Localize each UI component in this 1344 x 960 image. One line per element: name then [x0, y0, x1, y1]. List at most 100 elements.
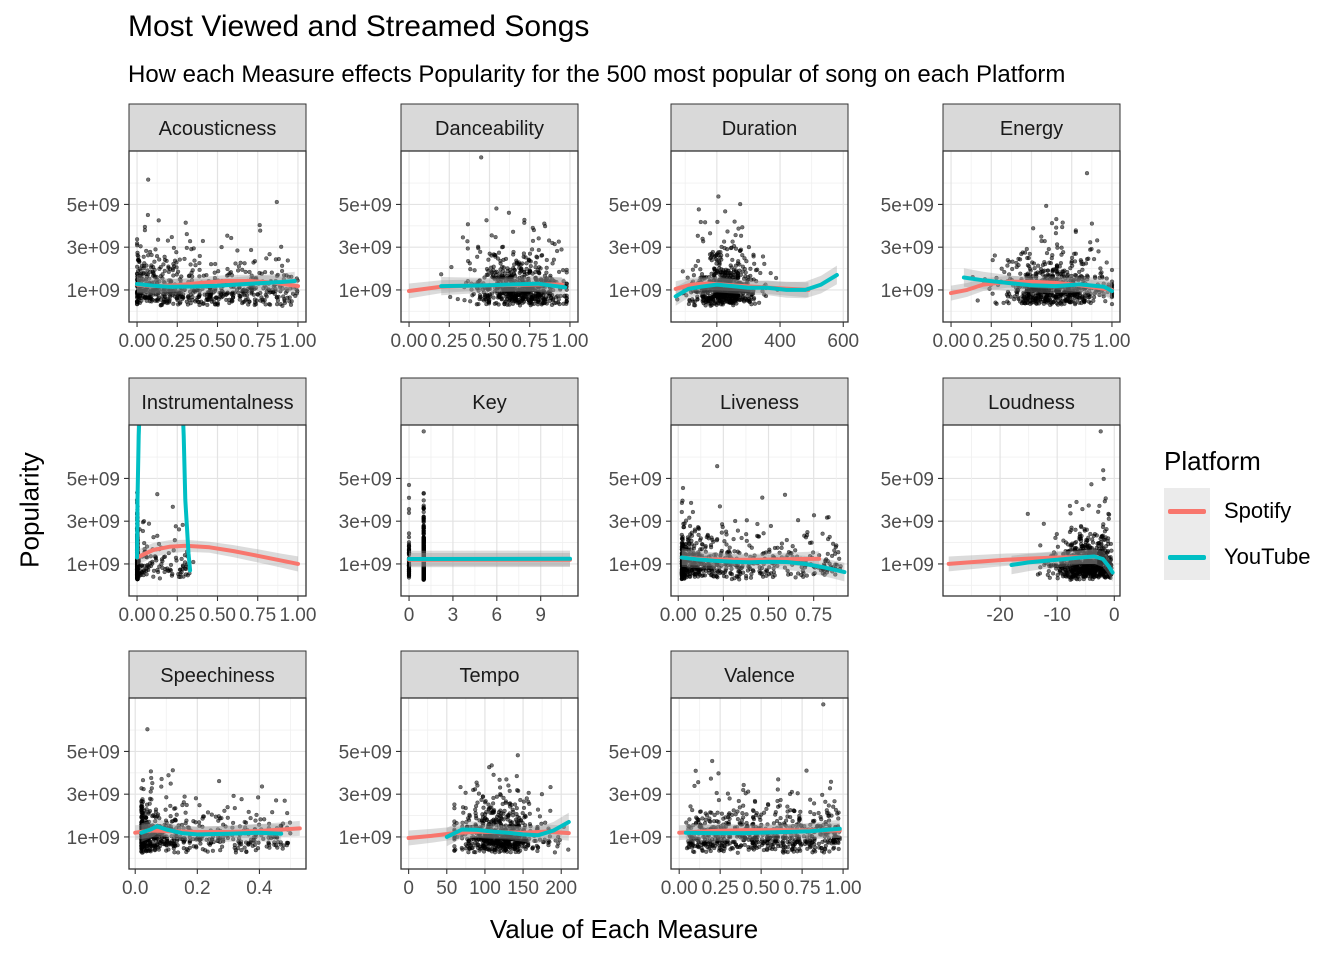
data-point [740, 253, 745, 258]
data-point [1092, 274, 1098, 279]
data-point [476, 246, 481, 251]
data-point [139, 569, 145, 575]
facet-strip-label: Danceability [435, 118, 544, 140]
data-point [703, 300, 708, 305]
data-point [280, 268, 285, 274]
data-point [739, 535, 744, 541]
data-point [1084, 171, 1090, 176]
data-point [759, 572, 765, 577]
data-point [514, 289, 519, 294]
data-point [147, 276, 152, 281]
data-point [421, 429, 426, 434]
data-point [830, 541, 836, 546]
data-point [421, 568, 426, 573]
data-point [1050, 268, 1055, 273]
data-point [421, 498, 426, 503]
data-point [155, 297, 160, 302]
data-point [689, 568, 694, 574]
data-point [1016, 297, 1021, 302]
data-point [718, 273, 723, 278]
data-point [1037, 290, 1042, 295]
data-point [517, 265, 522, 271]
data-point [544, 265, 549, 270]
data-point [421, 509, 426, 515]
data-point [679, 500, 684, 505]
data-point [699, 293, 705, 298]
data-point [235, 248, 240, 253]
data-point [289, 299, 294, 304]
data-point [1088, 531, 1093, 537]
data-point [681, 525, 686, 530]
data-point [1054, 225, 1059, 230]
data-point [234, 287, 240, 292]
data-point [708, 299, 713, 304]
data-point [528, 264, 533, 269]
data-point [178, 567, 183, 572]
data-point [1042, 239, 1047, 244]
data-point [1001, 300, 1006, 305]
data-point [225, 290, 230, 295]
data-point [145, 564, 150, 569]
data-point [249, 247, 254, 253]
data-point [554, 248, 560, 254]
data-point [1014, 264, 1019, 270]
data-point [552, 242, 557, 247]
data-point [197, 274, 202, 279]
data-point [146, 177, 151, 182]
data-point [462, 298, 467, 303]
x-tick-label: 1.00 [1093, 331, 1130, 352]
data-point [157, 279, 162, 284]
data-point [216, 269, 221, 274]
data-point [749, 292, 754, 297]
data-point [687, 541, 692, 546]
data-point [825, 551, 830, 556]
data-point [190, 268, 195, 273]
data-point [1049, 221, 1055, 226]
data-point [478, 294, 483, 299]
data-point [160, 272, 165, 277]
data-point [692, 303, 698, 308]
data-point [1072, 293, 1077, 299]
data-point [486, 299, 491, 305]
data-point [536, 236, 541, 241]
data-point [275, 302, 280, 307]
data-point [1052, 298, 1057, 303]
data-point [1050, 274, 1056, 279]
data-point [692, 543, 697, 549]
data-point [142, 546, 147, 552]
data-point [165, 301, 170, 306]
data-point [752, 301, 758, 306]
data-point [182, 553, 187, 558]
y-tick-label: 3e+09 [881, 238, 934, 259]
data-point [135, 570, 140, 576]
data-point [1015, 290, 1020, 295]
data-point [714, 538, 719, 543]
data-point [484, 272, 489, 277]
y-tick-label: 3e+09 [67, 238, 120, 259]
data-point [144, 248, 149, 253]
data-point [269, 270, 274, 275]
data-point [406, 507, 412, 512]
data-point [705, 290, 710, 296]
data-point [160, 276, 165, 281]
data-point [142, 224, 147, 229]
y-tick-label: 3e+09 [339, 238, 392, 259]
data-point [773, 275, 779, 281]
data-point [1055, 271, 1060, 277]
data-point [1027, 251, 1032, 256]
data-point [544, 257, 549, 263]
scatter-points [439, 155, 569, 308]
data-point [212, 270, 217, 275]
data-point [171, 291, 176, 296]
data-point [526, 298, 531, 303]
data-point [156, 218, 161, 223]
data-point [150, 270, 156, 275]
data-point [1077, 269, 1082, 274]
y-tick-label: 5e+09 [339, 469, 392, 490]
data-point [1021, 299, 1026, 304]
y-tick-label: 1e+09 [881, 281, 934, 302]
y-tick-label: 5e+09 [339, 195, 392, 216]
data-point [274, 199, 279, 205]
data-point [529, 247, 535, 252]
